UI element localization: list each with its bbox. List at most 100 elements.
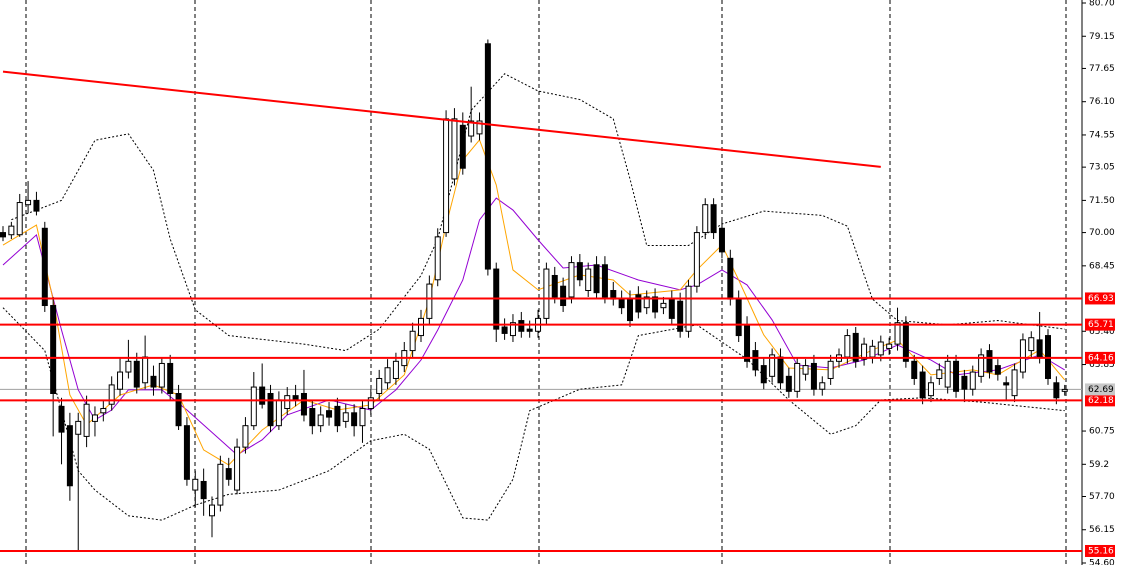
candle-body bbox=[927, 382, 934, 397]
candle-body bbox=[827, 360, 834, 379]
candle-body bbox=[384, 367, 391, 384]
candle-body bbox=[568, 262, 575, 298]
level-label: 66.93 bbox=[1088, 294, 1114, 304]
candle-body bbox=[601, 264, 608, 298]
candle-body bbox=[961, 375, 968, 390]
candle-body bbox=[810, 362, 817, 390]
candle-body bbox=[877, 341, 884, 356]
candle-body bbox=[108, 384, 115, 405]
candle-body bbox=[1019, 339, 1026, 373]
candle-body bbox=[585, 268, 592, 292]
candle-body bbox=[718, 227, 725, 253]
candle-body bbox=[576, 262, 583, 281]
candle-body bbox=[376, 377, 383, 394]
candle-body bbox=[543, 268, 550, 319]
candle-body bbox=[785, 375, 792, 392]
candle-body bbox=[953, 360, 960, 392]
candle-body bbox=[685, 285, 692, 332]
candle-body bbox=[125, 360, 132, 373]
trend-line bbox=[2, 70, 881, 168]
candle-body bbox=[242, 425, 249, 448]
y-tick-label: 60.75 bbox=[1089, 427, 1115, 437]
candle-body bbox=[777, 356, 784, 384]
y-tick-label: 63.85 bbox=[1089, 360, 1115, 370]
candle-body bbox=[443, 118, 450, 234]
candle-body bbox=[234, 446, 241, 491]
candle-body bbox=[919, 371, 926, 399]
candle-body bbox=[710, 204, 717, 234]
candle-body bbox=[1036, 339, 1043, 358]
y-tick-label: 76.10 bbox=[1089, 97, 1115, 107]
candle-body bbox=[1003, 382, 1010, 386]
candle-body bbox=[392, 360, 399, 379]
candle-body bbox=[50, 305, 57, 394]
candle-body bbox=[668, 298, 675, 319]
candle-body bbox=[117, 371, 124, 390]
candle-body bbox=[175, 392, 182, 427]
candle-body bbox=[476, 120, 483, 135]
candle-body bbox=[986, 350, 993, 373]
candle-body bbox=[1061, 388, 1068, 392]
period-separators bbox=[25, 0, 1067, 565]
y-tick-label: 74.55 bbox=[1089, 130, 1115, 140]
candle-body bbox=[250, 386, 257, 427]
candle-body bbox=[418, 317, 424, 337]
candle-body bbox=[593, 264, 600, 294]
candle-body bbox=[409, 330, 416, 352]
candle-body bbox=[627, 298, 633, 322]
last-price-box bbox=[1085, 383, 1115, 396]
candle-body bbox=[192, 478, 199, 491]
candle-body bbox=[225, 468, 232, 480]
candle-body bbox=[1028, 337, 1035, 352]
candle-body bbox=[744, 324, 751, 362]
y-tick-label: 77.65 bbox=[1089, 64, 1115, 74]
candle-body bbox=[844, 335, 851, 358]
y-tick-label: 70.00 bbox=[1089, 228, 1115, 238]
candle-body bbox=[459, 124, 466, 169]
candle-body bbox=[158, 362, 165, 388]
candle-body bbox=[861, 343, 868, 360]
candle-body bbox=[660, 302, 667, 309]
candle-body bbox=[727, 257, 734, 300]
candle-body bbox=[150, 375, 157, 388]
candle-body bbox=[33, 199, 40, 212]
y-tick-label: 59.2 bbox=[1089, 460, 1109, 470]
candle-body bbox=[643, 296, 650, 309]
candle-body bbox=[994, 365, 1001, 375]
candle-body bbox=[25, 199, 32, 206]
candle-body bbox=[702, 204, 709, 234]
candle-body bbox=[894, 322, 901, 345]
candle-body bbox=[16, 202, 23, 236]
candle-body bbox=[911, 360, 918, 379]
candle-body bbox=[342, 412, 349, 422]
y-tick-label: 73.05 bbox=[1089, 163, 1115, 173]
level-label: 65.71 bbox=[1088, 320, 1114, 330]
candle-body bbox=[100, 408, 107, 414]
candle-body bbox=[209, 504, 215, 517]
level-label-box bbox=[1085, 318, 1115, 331]
candle-body bbox=[852, 332, 859, 362]
candle-body bbox=[969, 371, 976, 390]
candle-body bbox=[652, 296, 659, 313]
candle-body bbox=[275, 399, 282, 427]
candle-body bbox=[677, 300, 684, 332]
candle-body bbox=[284, 395, 291, 410]
candle-body bbox=[91, 414, 98, 422]
candle-body bbox=[526, 328, 533, 332]
level-label-box bbox=[1085, 544, 1115, 557]
candle-body bbox=[635, 294, 642, 313]
candle-body bbox=[83, 403, 90, 437]
candle-body bbox=[1053, 382, 1060, 399]
level-label-box bbox=[1085, 292, 1115, 305]
candle-body bbox=[334, 405, 341, 427]
candle-body bbox=[142, 356, 149, 384]
candle-body bbox=[183, 425, 190, 480]
candle-body bbox=[300, 392, 307, 416]
candle-body bbox=[978, 354, 985, 377]
candle-body bbox=[735, 298, 742, 337]
candle-body bbox=[484, 43, 491, 270]
candle-body bbox=[317, 414, 324, 427]
y-tick-label: 68.45 bbox=[1089, 261, 1115, 271]
